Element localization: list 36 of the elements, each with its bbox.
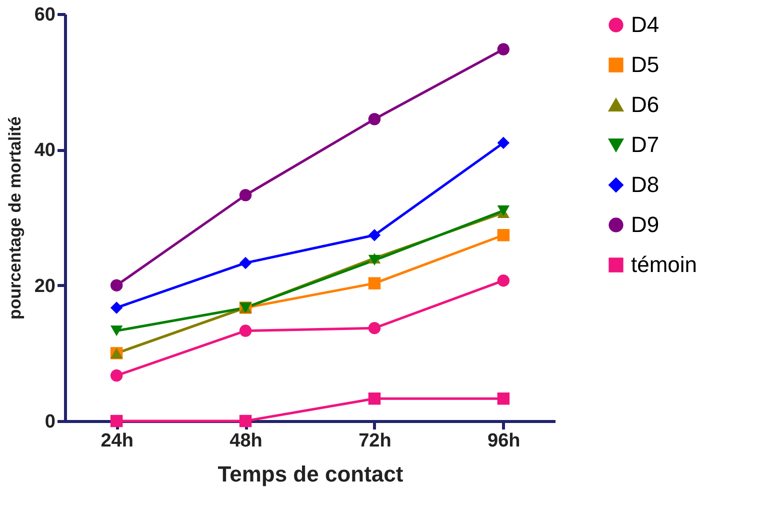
legend-label: D9 xyxy=(631,212,660,237)
y-axis-title: pourcentage de mortalité xyxy=(5,116,24,320)
x-tick-label: 72h xyxy=(358,430,392,452)
x-axis-title: Temps de contact xyxy=(218,462,404,486)
point xyxy=(239,324,252,337)
point xyxy=(239,414,252,428)
y-tick-label: 40 xyxy=(34,140,56,162)
y-tick-label: 60 xyxy=(34,4,56,26)
point xyxy=(110,302,123,314)
point xyxy=(110,325,123,336)
point xyxy=(239,256,252,270)
point xyxy=(368,113,381,126)
point xyxy=(368,392,381,405)
x-tick-label: 24h xyxy=(100,430,134,452)
point xyxy=(110,279,123,292)
y-tick-label: 20 xyxy=(34,276,56,297)
legend-label: D6 xyxy=(631,92,660,117)
point xyxy=(497,136,510,150)
legend-label: témoin xyxy=(631,252,698,277)
point xyxy=(497,43,510,56)
point xyxy=(497,274,510,287)
point xyxy=(497,229,510,242)
point xyxy=(239,189,252,202)
legend-label: D4 xyxy=(631,12,660,37)
point xyxy=(368,277,381,290)
x-tick-label: 96h xyxy=(488,430,520,452)
legend-label: D8 xyxy=(631,172,660,197)
x-tick-label: 48h xyxy=(230,430,262,452)
legend-label: D5 xyxy=(631,52,660,77)
point xyxy=(110,369,123,382)
legend-label: D7 xyxy=(631,132,660,157)
point xyxy=(368,229,381,242)
point xyxy=(368,322,381,334)
point xyxy=(497,392,510,405)
point xyxy=(110,414,123,428)
y-tick-label: 0 xyxy=(44,412,56,432)
